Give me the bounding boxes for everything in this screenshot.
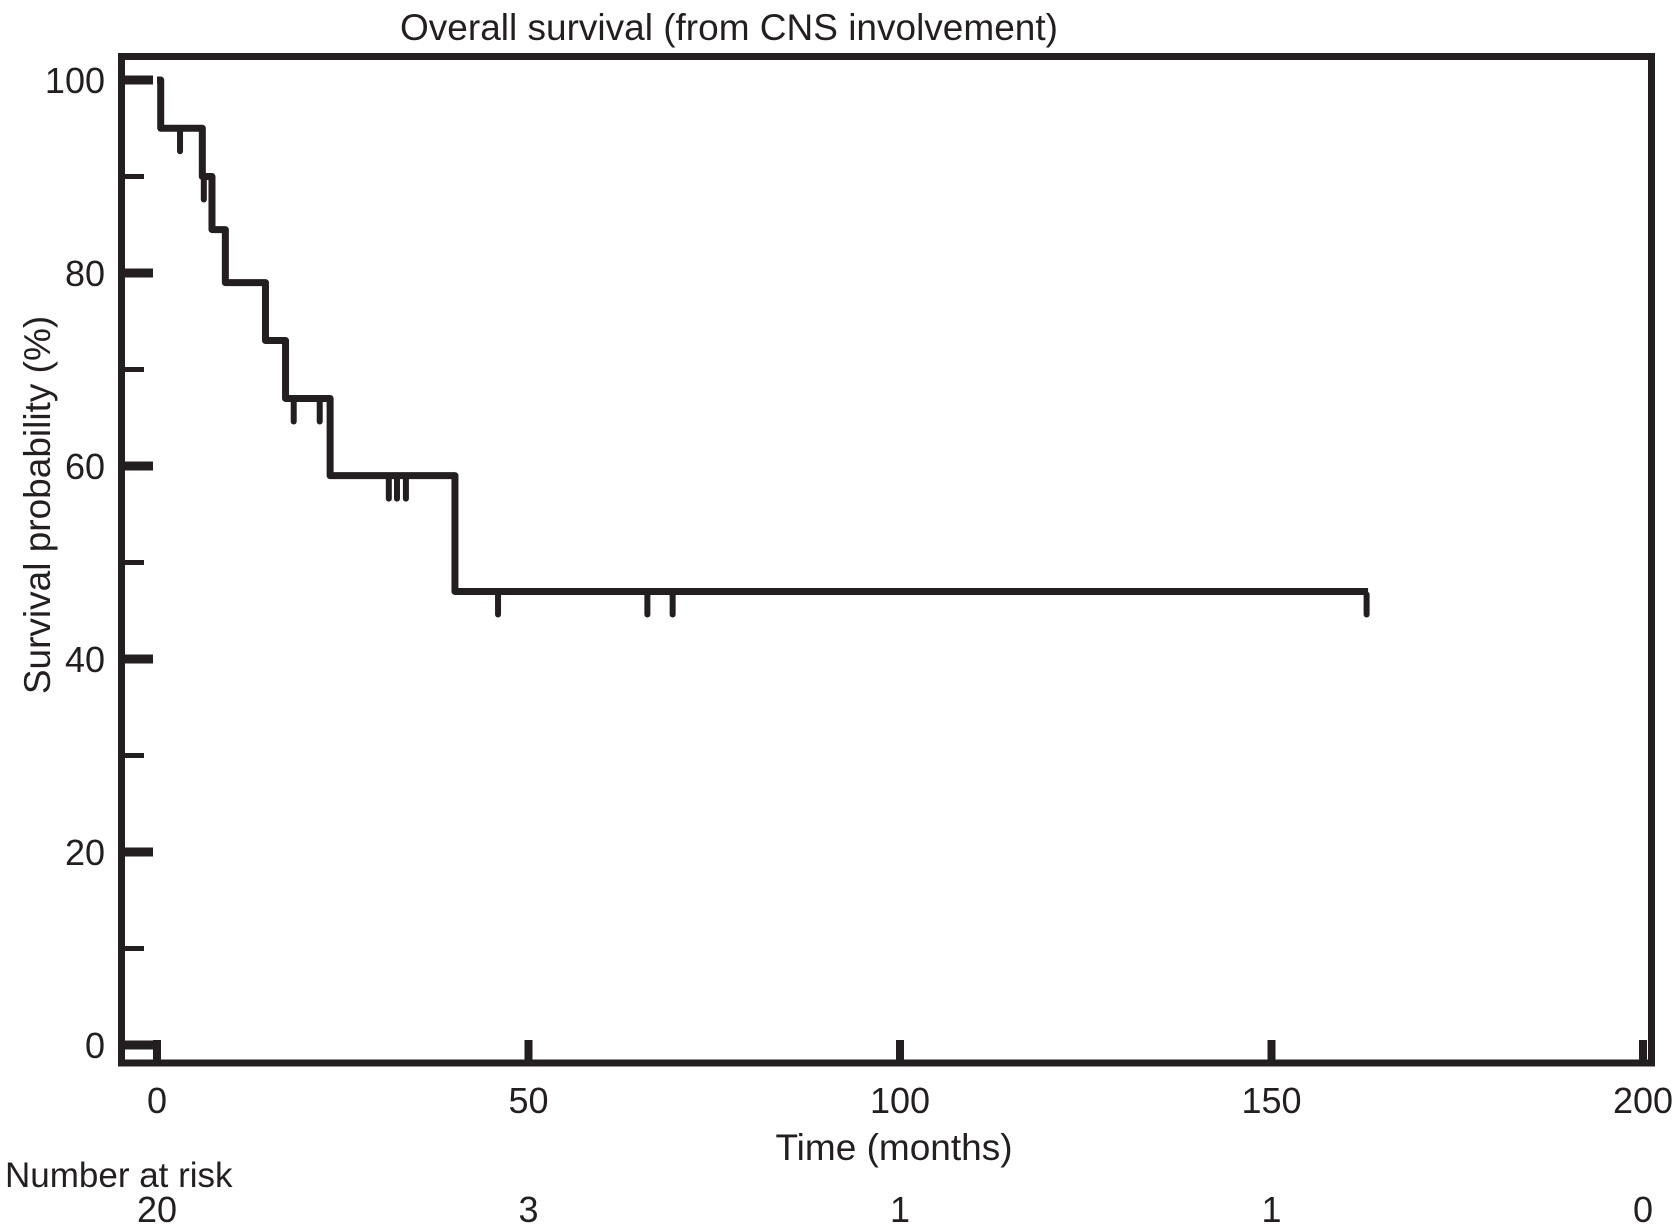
plot-frame xyxy=(118,53,1655,1067)
y-tick-label: 80 xyxy=(65,253,105,294)
number-at-risk-value: 0 xyxy=(1633,1189,1653,1229)
y-tick-label: 100 xyxy=(45,60,105,101)
number-at-risk-heading: Number at risk xyxy=(5,1156,233,1195)
y-tick-label: 40 xyxy=(65,639,105,680)
number-at-risk-value: 3 xyxy=(518,1189,538,1229)
y-axis-ticks: 0 20 40 60 80 100 xyxy=(45,60,153,1066)
chart-title: Overall survival (from CNS involvement) xyxy=(400,7,1058,48)
x-tick-label: 200 xyxy=(1613,1080,1673,1121)
x-axis-label: Time (months) xyxy=(775,1127,1012,1168)
x-tick-label: 0 xyxy=(147,1080,167,1121)
censor-marks-group xyxy=(177,128,1370,618)
y-axis-label: Survival probability (%) xyxy=(17,316,58,694)
y-tick-label: 60 xyxy=(65,446,105,487)
survival-curve-group xyxy=(157,76,1369,595)
x-tick-label: 150 xyxy=(1241,1080,1301,1121)
number-at-risk-value: 1 xyxy=(890,1189,910,1229)
number-at-risk-values: 20 3 1 1 0 xyxy=(137,1189,1653,1229)
x-tick-label: 100 xyxy=(870,1080,930,1121)
y-tick-label: 0 xyxy=(85,1025,105,1066)
number-at-risk-value: 1 xyxy=(1261,1189,1281,1229)
number-at-risk-value: 20 xyxy=(137,1189,177,1229)
y-tick-label: 20 xyxy=(65,832,105,873)
x-axis-ticks: 0 50 100 150 200 xyxy=(147,1040,1673,1121)
survival-curve xyxy=(157,76,1369,595)
x-tick-label: 50 xyxy=(508,1080,548,1121)
